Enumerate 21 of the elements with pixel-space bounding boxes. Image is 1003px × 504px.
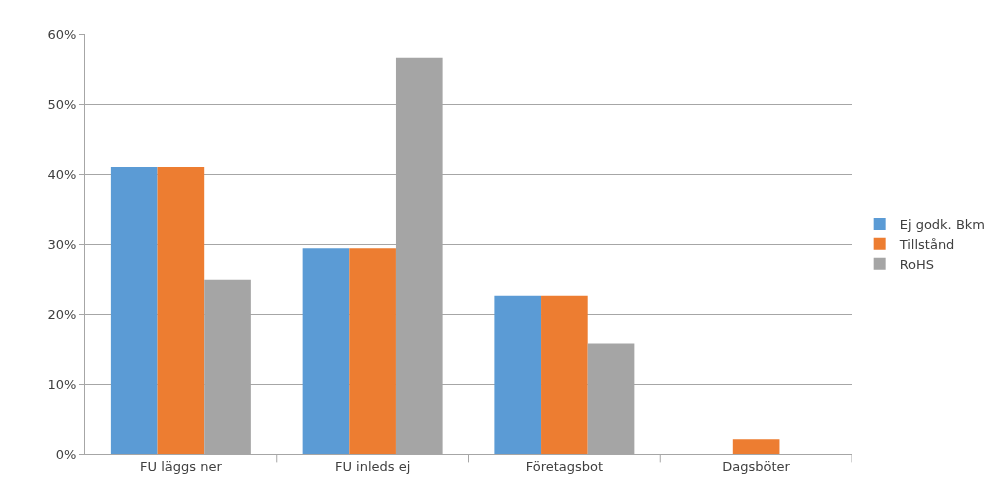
bar — [302, 248, 350, 454]
x-tick-label: FU inleds ej — [334, 458, 411, 474]
y-tick-label: 60% — [47, 26, 77, 42]
y-tick-label: 20% — [47, 306, 77, 322]
y-tick-label: 30% — [47, 236, 77, 252]
y-tick-label: 50% — [47, 96, 77, 112]
x-tick-label: Företagsbot — [525, 458, 604, 474]
x-tick-label: FU läggs ner — [140, 458, 223, 474]
x-tick-label: Dagsböter — [722, 458, 791, 474]
legend-label: RoHS — [899, 256, 935, 272]
bar — [494, 295, 542, 454]
bar — [349, 248, 396, 454]
y-tick-label: 0% — [55, 446, 77, 462]
y-tick-label: 10% — [47, 376, 77, 392]
bar — [541, 295, 588, 454]
bar — [157, 167, 205, 454]
bar — [110, 167, 158, 454]
bar — [732, 439, 780, 454]
legend-label: Ej godk. Bkm — [899, 217, 985, 233]
y-tick-label: 40% — [47, 166, 77, 182]
legend-label: Tillstånd — [898, 236, 955, 252]
